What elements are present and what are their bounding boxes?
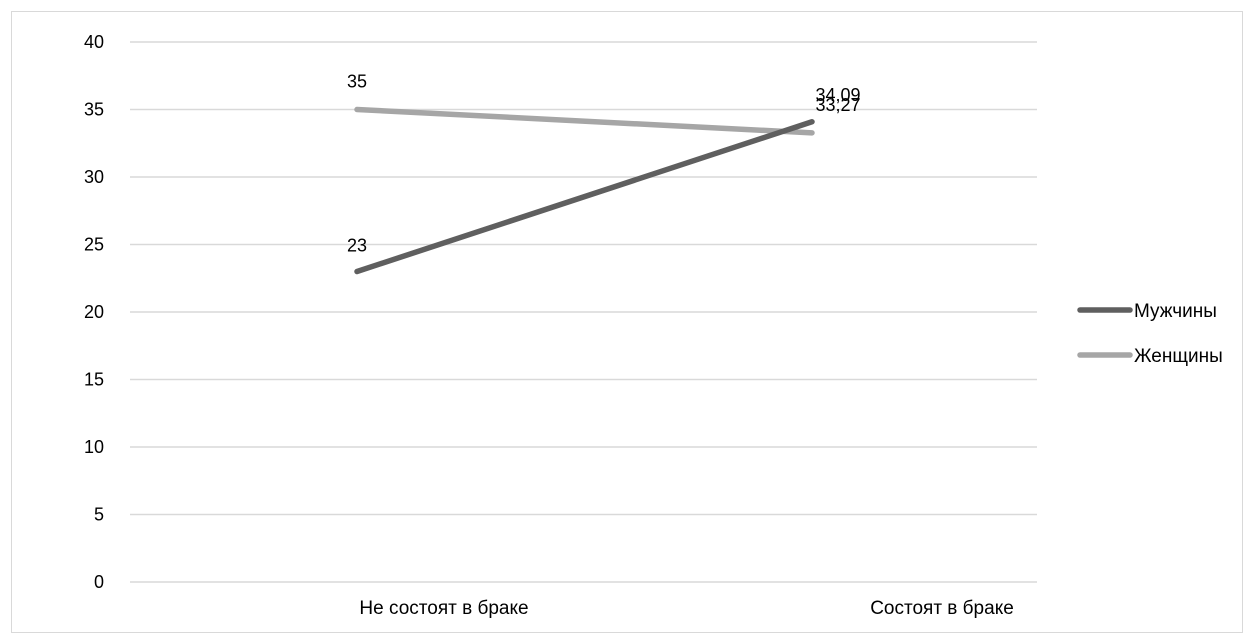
y-tick-label: 10 <box>84 437 104 457</box>
x-axis-ticks: Не состоят в браке Состоят в браке <box>359 598 1013 619</box>
y-tick-label: 5 <box>94 505 104 525</box>
series-lines <box>354 106 815 275</box>
chart-frame <box>11 11 1243 633</box>
y-tick-label: 40 <box>84 32 104 52</box>
x-tick-label: Состоят в браке <box>870 598 1014 619</box>
y-axis-ticks: 0 5 10 15 20 25 30 35 40 <box>84 32 104 592</box>
data-label: 33,27 <box>815 95 860 115</box>
y-tick-label: 20 <box>84 302 104 322</box>
legend-label: Мужчины <box>1134 301 1217 322</box>
y-tick-label: 35 <box>84 100 104 120</box>
y-tick-label: 30 <box>84 167 104 187</box>
data-label: 35 <box>347 72 367 92</box>
x-tick-label: Не состоят в браке <box>359 598 528 619</box>
series-line-men <box>354 119 815 275</box>
legend-label: Женщины <box>1134 346 1223 367</box>
y-tick-label: 15 <box>84 370 104 390</box>
data-label: 23 <box>347 236 367 256</box>
data-labels: 23 34,09 35 33,27 <box>347 72 861 256</box>
gridlines <box>130 41 1037 583</box>
series-line-women <box>354 106 815 136</box>
y-tick-label: 25 <box>84 235 104 255</box>
legend: Мужчины Женщины <box>1077 301 1223 367</box>
y-tick-label: 0 <box>94 572 104 592</box>
data-label: 34,09 <box>815 85 860 105</box>
